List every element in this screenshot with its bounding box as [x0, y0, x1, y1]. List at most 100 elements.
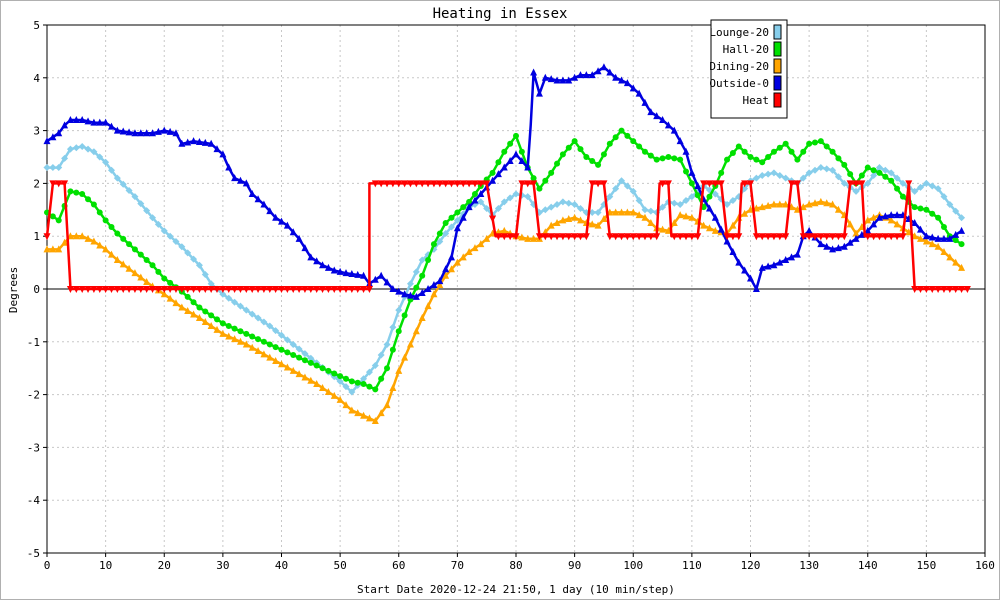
series-lounge-20-point [711, 190, 719, 198]
x-tick-label: 50 [334, 559, 347, 572]
series-outside-0-point [893, 211, 901, 219]
series-lounge-20-point [260, 318, 268, 326]
series-heat-point [201, 286, 209, 293]
series-dining-20-point [776, 200, 784, 208]
series-outside-0-point [664, 121, 672, 129]
series-dining-20-point [307, 376, 315, 384]
series-heat-point [494, 233, 502, 241]
series-outside-0-point [547, 75, 555, 83]
series-lounge-20-point [911, 187, 919, 195]
series-hall-20-point [278, 346, 285, 353]
legend: Lounge-20 Hall-20 Dining-20 Outside-0 Heat [709, 19, 788, 119]
series-lounge-20-point [659, 203, 667, 211]
series-lounge-20-point [178, 243, 186, 251]
series-dining-20-point [190, 310, 198, 318]
series-heat-point [881, 233, 889, 241]
series-lounge-20-point [623, 182, 631, 190]
series-lounge-20-point [236, 302, 244, 310]
series-outside-0-point [342, 269, 350, 277]
series-heat-point [84, 286, 92, 293]
series-outside-0-point [436, 277, 444, 285]
series-hall-20-point [636, 143, 643, 150]
series-lounge-20-point [571, 201, 579, 209]
series-outside-0-point [131, 129, 139, 137]
x-tick-label: 40 [275, 559, 288, 572]
series-hall-20-point [530, 175, 537, 182]
series-dining-20-point [793, 205, 801, 213]
series-dining-20-point [641, 213, 649, 221]
series-heat-point [43, 233, 51, 241]
series-outside-0-point [764, 262, 772, 270]
series-lounge-20-point [131, 193, 139, 201]
series-dining-20-point [236, 337, 244, 345]
series-outside-0-point [348, 270, 356, 278]
series-hall-20 [44, 127, 965, 393]
series-hall-20-point [513, 132, 519, 139]
series-heat-point [670, 233, 678, 241]
series-hall-20-point [507, 140, 514, 147]
series-dining-20-point [934, 242, 942, 250]
series-lounge-20-point [934, 185, 942, 193]
series-hall-20-point [360, 381, 367, 388]
series-heat-point [272, 286, 280, 293]
series-heat-point [922, 286, 930, 293]
series-lounge-20-point [811, 166, 819, 174]
series-heat-point [934, 286, 942, 293]
series-outside-0-point [946, 234, 954, 242]
series-lounge-20-point [553, 201, 561, 209]
series-hall-20-point [935, 214, 942, 221]
series-heat-point [524, 180, 532, 188]
legend-item-hall-20-swatch [773, 41, 782, 57]
series-outside-0-point [96, 118, 104, 126]
series-hall-20-point [337, 373, 344, 380]
series-outside-0-point [600, 63, 608, 71]
series-outside-0-point [184, 138, 192, 146]
series-outside-0-point [459, 213, 467, 221]
series-outside-0-point [834, 244, 842, 252]
series-heat-point [149, 286, 157, 293]
series-dining-20-point [96, 241, 104, 249]
series-heat-point [823, 233, 831, 241]
series-outside-0-point [406, 291, 414, 299]
series-dining-20-point [283, 363, 291, 371]
series-outside-0-point [553, 76, 561, 84]
series-hall-20-point [96, 209, 103, 216]
y-tick-label: -1 [27, 336, 40, 349]
series-heat-point [911, 286, 919, 293]
legend-item-hall-20-label: Hall-20 [723, 43, 769, 56]
series-hall-20-point [841, 161, 848, 168]
series-outside-0-point [512, 150, 520, 158]
series-outside-0-point [195, 138, 203, 146]
series-heat-point [541, 233, 549, 241]
series-dining-20-point [682, 212, 690, 220]
series-outside-0-point [846, 238, 854, 246]
series-outside-0-point [817, 240, 825, 248]
series-hall-20-point [448, 214, 455, 221]
series-heat-point [137, 286, 145, 293]
series-outside-0-point [319, 261, 327, 269]
series-outside-0-point [313, 257, 321, 265]
series-hall-20-point [90, 201, 97, 208]
series-outside-0-point [565, 76, 573, 84]
series-lounge-20-point [576, 204, 584, 212]
series-lounge-20-point [143, 207, 151, 215]
series-lounge-20-point [500, 198, 508, 206]
series-heat-point [717, 180, 725, 188]
series-dining-20-point [113, 255, 121, 263]
series-heat-point [618, 233, 626, 241]
series-hall-20-point [659, 155, 666, 162]
series-outside-0-point [682, 147, 690, 155]
series-outside-0-point [137, 129, 145, 137]
series-outside-0-point [500, 163, 508, 171]
series-heat-point [160, 286, 168, 293]
series-heat-point [166, 286, 174, 293]
series-hall-20-point [823, 143, 830, 150]
series-heat-point [55, 180, 63, 188]
series-hall-20-point [196, 304, 203, 311]
series-outside-0-point [283, 221, 291, 229]
series-outside-0-point [254, 195, 262, 203]
series-heat-point [770, 233, 778, 241]
series-heat-point [49, 180, 57, 188]
series-outside-0-point [676, 137, 684, 145]
series-dining-20-point [782, 200, 790, 208]
